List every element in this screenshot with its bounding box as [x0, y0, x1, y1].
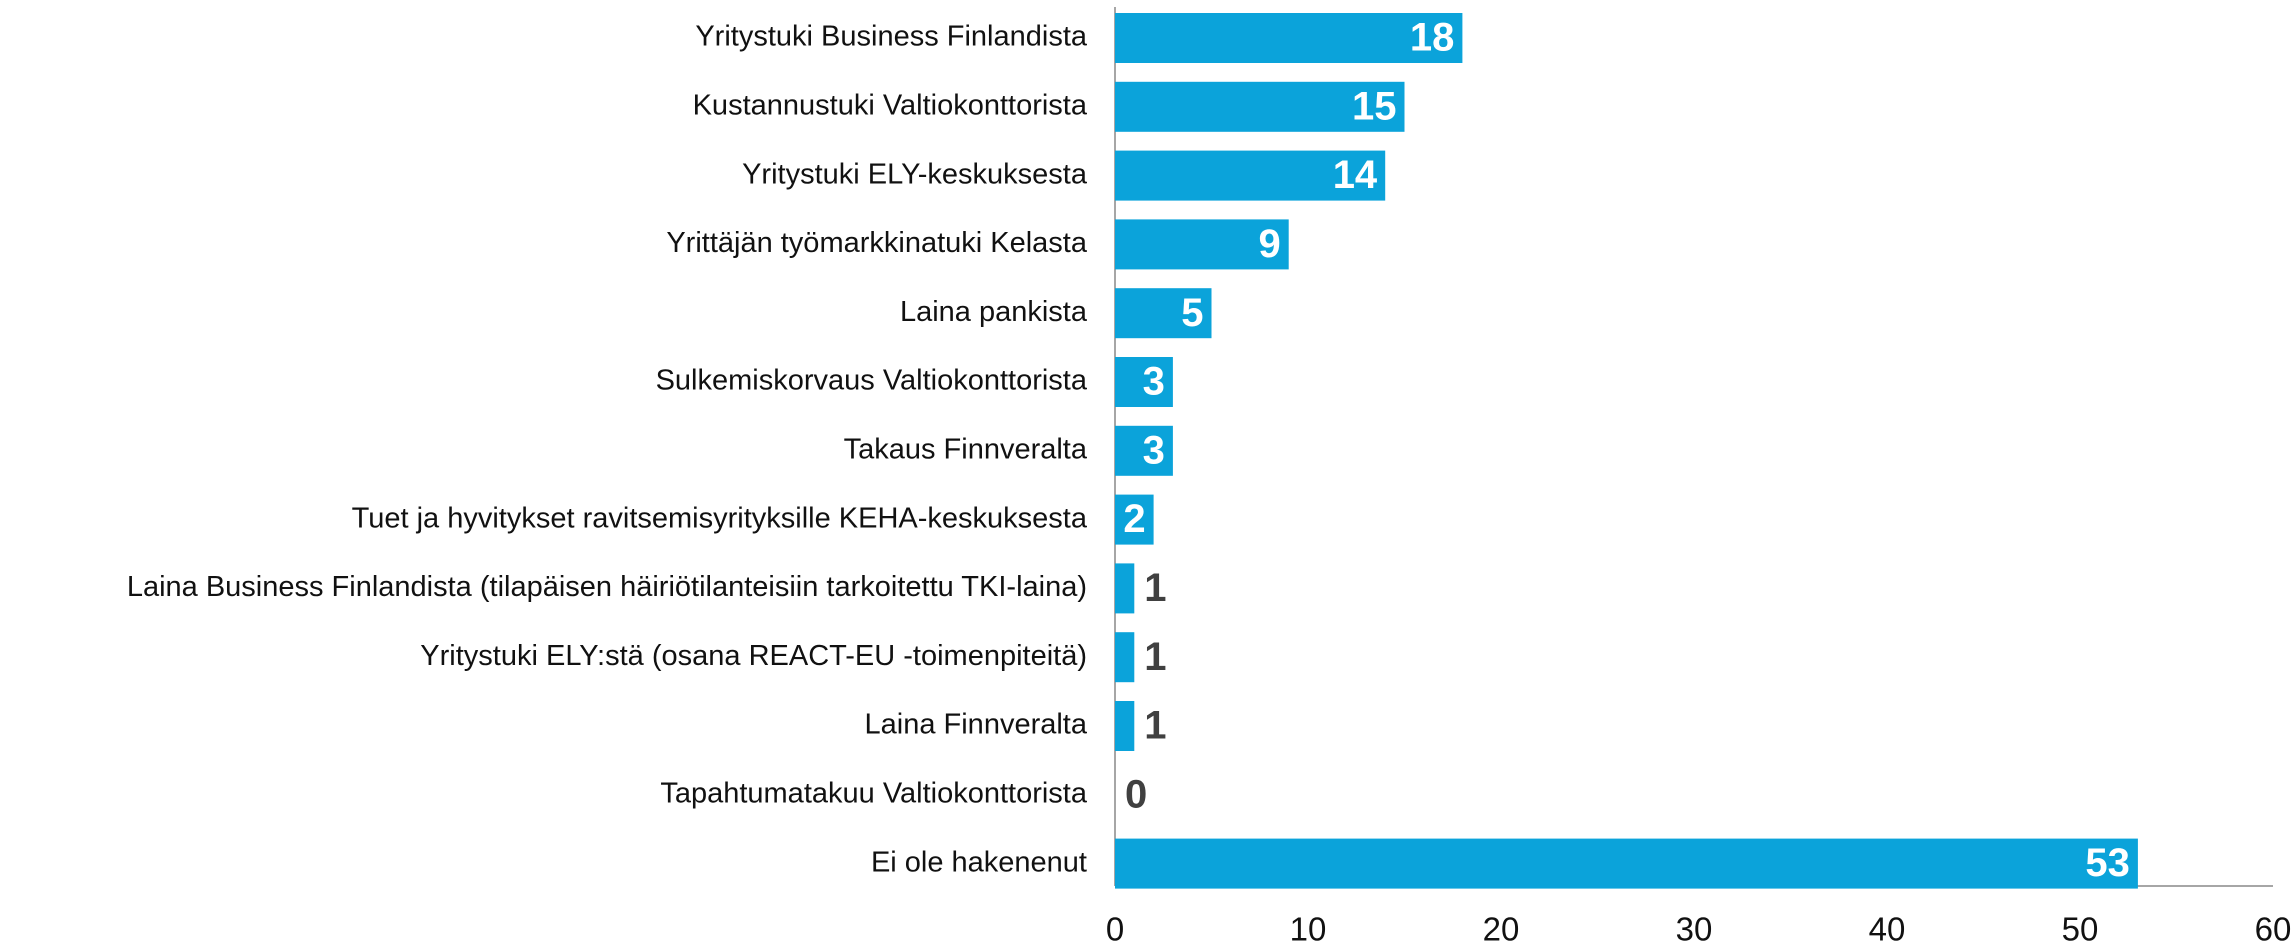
bar	[1115, 357, 1173, 407]
bar	[1115, 425, 1173, 476]
value-label: 53	[2085, 841, 2130, 885]
y-tick-label: Laina Business Finlandista (tilapäisen h…	[127, 571, 1087, 603]
y-tick-label: Ei ole hakenenut	[871, 846, 1087, 878]
bar	[1115, 838, 2138, 889]
bar	[1115, 288, 1212, 339]
bar	[1115, 81, 1405, 132]
x-tick-label: 20	[1483, 911, 1520, 948]
x-tick-label: 0	[1106, 911, 1124, 948]
value-label: 3	[1143, 360, 1165, 404]
x-tick-label: 50	[2062, 911, 2099, 948]
bar	[1115, 219, 1289, 270]
bar	[1115, 13, 1463, 63]
y-tick-label: Laina Finnveralta	[865, 709, 1088, 741]
value-label: 1	[1144, 704, 1166, 748]
value-label: 2	[1123, 497, 1145, 541]
bar	[1115, 494, 1154, 545]
y-tick-label: Yritystuki ELY:stä (osana REACT-EU -toim…	[420, 640, 1087, 672]
value-label: 14	[1333, 153, 1378, 197]
y-tick-label: Sulkemiskorvaus Valtiokonttorista	[656, 365, 1088, 397]
bar	[1115, 632, 1135, 683]
x-tick-label: 40	[1869, 911, 1906, 948]
value-label: 1	[1144, 635, 1166, 679]
value-label: 18	[1410, 16, 1455, 60]
value-label: 1	[1144, 566, 1166, 610]
y-tick-label: Tuet ja hyvitykset ravitsemisyrityksille…	[352, 502, 1088, 534]
value-label: 3	[1143, 428, 1165, 472]
value-label: 0	[1125, 772, 1147, 816]
bar	[1115, 563, 1135, 614]
bar	[1115, 701, 1135, 751]
value-label: 5	[1181, 291, 1203, 335]
value-label: 15	[1352, 84, 1397, 128]
x-tick-label: 10	[1290, 911, 1327, 948]
y-tick-label: Laina pankista	[900, 296, 1088, 328]
x-tick-label: 60	[2255, 911, 2292, 948]
y-tick-label: Kustannustuki Valtiokonttorista	[693, 89, 1088, 121]
y-tick-label: Yritystuki Business Finlandista	[695, 21, 1088, 53]
value-label: 9	[1258, 222, 1280, 266]
y-tick-label: Yrittäjän työmarkkinatuki Kelasta	[666, 227, 1088, 259]
bar	[1115, 150, 1386, 201]
y-tick-label: Yritystuki ELY-keskuksesta	[742, 158, 1088, 190]
y-tick-label: Takaus Finnveralta	[844, 433, 1088, 465]
x-tick-label: 30	[1676, 911, 1713, 948]
y-tick-label: Tapahtumatakuu Valtiokonttorista	[660, 777, 1088, 809]
